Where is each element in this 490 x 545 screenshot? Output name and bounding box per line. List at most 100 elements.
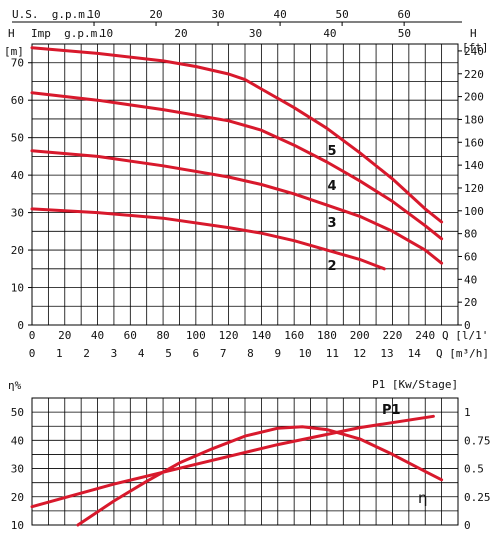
head-curve-label-5: 5 — [327, 144, 336, 159]
head-right-tick-label: 180 — [464, 113, 484, 126]
flow-lpm-tick-label: 20 — [58, 329, 71, 342]
head-curve-labels: 5 4 3 2 — [327, 144, 336, 274]
power-curve-label: P1 — [382, 403, 401, 418]
head-right-ticks: 0 20 40 60 80 100 120 140 160 180 200 220 240 — [458, 45, 484, 332]
flow-m3h-tick-label: 1 — [56, 347, 63, 360]
head-curve-3 — [30, 149, 444, 265]
imp-gpm-ticks: 10 20 30 40 50 — [100, 27, 411, 40]
head-left-tick-label: 50 — [11, 132, 24, 145]
head-right-tick-label: 220 — [464, 68, 484, 81]
head-left-tick-label: 0 — [17, 319, 24, 332]
head-right-tick-label: 200 — [464, 91, 484, 104]
flow-lpm-ticks: 0 20 40 60 80 100 120 140 160 180 200 220 240 — [29, 329, 435, 342]
power-right-tick-label: 0.25 — [464, 491, 490, 504]
efficiency-left-tick-label: 50 — [11, 406, 24, 419]
efficiency-left-tick-label: 20 — [11, 491, 24, 504]
efficiency-left-tick-label: 40 — [11, 434, 24, 447]
flow-m3h-tick-label: 0 — [29, 347, 36, 360]
head-curve-5 — [30, 46, 444, 224]
us-gpm-tick-label: 50 — [335, 8, 348, 21]
head-right-tick-label: 100 — [464, 205, 484, 218]
flow-lpm-tick-label: 240 — [415, 329, 435, 342]
efficiency-axis-label: η% — [8, 379, 22, 392]
imp-gpm-tick-label: 10 — [100, 27, 113, 40]
us-gpm-tickmarks — [93, 22, 405, 26]
efficiency-chart-grid — [31, 397, 459, 526]
power-right-tick-label: 0.5 — [464, 463, 484, 476]
flow-m3h-tick-label: 11 — [326, 347, 339, 360]
head-left-tick-label: 60 — [11, 94, 24, 107]
flow-m3h-ticks: 0 1 2 3 4 5 6 7 8 9 10 11 12 13 14 — [29, 347, 422, 360]
flow-lpm-tick-label: 120 — [219, 329, 239, 342]
head-right-tick-label: 160 — [464, 136, 484, 149]
head-right-tick-label: 60 — [464, 250, 477, 263]
imp-gpm-tick-label: 40 — [323, 27, 336, 40]
right-h-label: H — [470, 27, 477, 40]
flow-lpm-tick-label: 200 — [350, 329, 370, 342]
head-left-tick-label: 70 — [11, 57, 24, 70]
power-right-ticks: 0 0.25 0.5 0.75 1 — [464, 406, 490, 532]
head-right-tick-label: 0 — [464, 319, 471, 332]
flow-lpm-tick-label: 60 — [124, 329, 137, 342]
head-left-tick-label: 10 — [11, 282, 24, 295]
flow-lpm-label: Q [l/1'] — [442, 329, 490, 342]
efficiency-power-curves — [30, 414, 444, 527]
us-gpm-tick-label: 40 — [273, 8, 286, 21]
flow-m3h-tick-label: 3 — [111, 347, 118, 360]
flow-m3h-tick-label: 10 — [298, 347, 311, 360]
us-gpm-tick-label: 30 — [211, 8, 224, 21]
head-curve-2 — [30, 207, 386, 271]
imp-gpm-tick-label: 20 — [174, 27, 187, 40]
efficiency-curve-label: η — [418, 489, 428, 507]
efficiency-left-ticks: 10 20 30 40 50 — [11, 406, 24, 532]
head-left-tick-label: 20 — [11, 244, 24, 257]
flow-lpm-tick-label: 80 — [156, 329, 169, 342]
head-left-ticks: 0 10 20 30 40 50 60 70 — [11, 57, 32, 332]
head-curve-label-2: 2 — [327, 259, 336, 274]
head-curve-4 — [30, 91, 444, 241]
imp-gpm-tick-label: 50 — [398, 27, 411, 40]
power-right-tick-label: 0.75 — [464, 434, 490, 447]
flow-lpm-tick-label: 140 — [251, 329, 271, 342]
flow-m3h-tick-label: 7 — [220, 347, 227, 360]
flow-m3h-tick-label: 6 — [193, 347, 200, 360]
right-unit-label: [ft] — [462, 41, 489, 54]
efficiency-left-tick-label: 30 — [11, 463, 24, 476]
flow-m3h-label: Q [m³/h] — [436, 347, 489, 360]
head-curve-label-3: 3 — [327, 216, 336, 231]
imp-gpm-tick-label: 30 — [249, 27, 262, 40]
us-gpm-ticks: 10 20 30 40 50 60 — [87, 8, 410, 21]
flow-m3h-tick-label: 13 — [380, 347, 393, 360]
head-right-tick-label: 120 — [464, 182, 484, 195]
curve-efficiency — [76, 425, 444, 527]
flow-lpm-tick-label: 40 — [91, 329, 104, 342]
flow-lpm-tick-label: 220 — [383, 329, 403, 342]
flow-m3h-tick-label: 2 — [83, 347, 90, 360]
left-unit-label: [m] — [4, 45, 24, 58]
head-right-tick-label: 140 — [464, 159, 484, 172]
flow-m3h-tick-label: 14 — [408, 347, 422, 360]
flow-m3h-tick-label: 5 — [165, 347, 172, 360]
us-gpm-tick-label: 20 — [149, 8, 162, 21]
head-left-tick-label: 30 — [11, 207, 24, 220]
flow-lpm-tick-label: 0 — [29, 329, 36, 342]
curve-power — [30, 414, 435, 509]
head-right-tick-label: 80 — [464, 228, 477, 241]
head-chart-grid — [31, 43, 459, 326]
flow-lpm-tick-label: 180 — [317, 329, 337, 342]
efficiency-left-tick-label: 10 — [11, 519, 24, 532]
power-right-tick-label: 0 — [464, 519, 471, 532]
flow-lpm-tick-label: 160 — [284, 329, 304, 342]
head-left-tick-label: 40 — [11, 169, 24, 182]
us-gpm-label: U.S. g.p.m. — [12, 8, 91, 21]
imp-gpm-label: Imp g.p.m. — [31, 27, 104, 40]
us-gpm-tick-label: 10 — [87, 8, 100, 21]
flow-lpm-tick-label: 100 — [186, 329, 206, 342]
flow-m3h-tick-label: 4 — [138, 347, 145, 360]
left-h-label: H — [8, 27, 15, 40]
power-axis-label: P1 [Kw/Stage] — [372, 378, 458, 391]
us-gpm-tick-label: 60 — [398, 8, 411, 21]
head-curves — [30, 46, 444, 271]
flow-m3h-tick-label: 9 — [274, 347, 281, 360]
